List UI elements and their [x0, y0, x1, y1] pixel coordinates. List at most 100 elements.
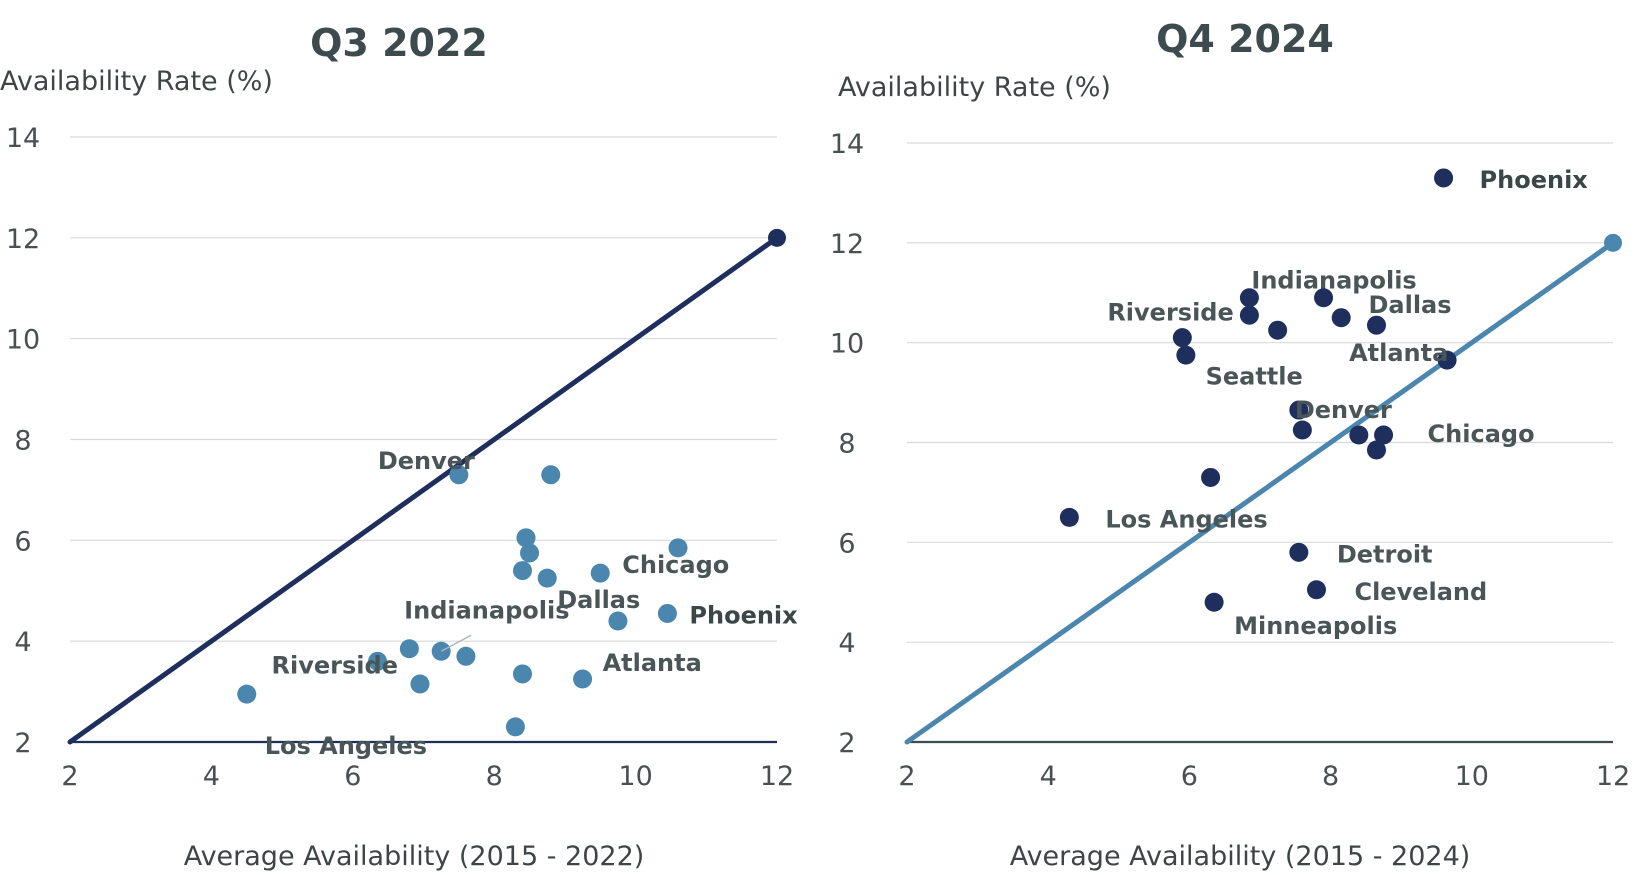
chart-title: Q3 2022	[310, 21, 488, 65]
data-point-atlanta	[573, 669, 593, 689]
point-label-denver: Denver	[378, 447, 475, 475]
y-tick-label: 10	[6, 325, 40, 356]
data-point-riverside	[1172, 328, 1192, 348]
point-label-riverside: Riverside	[272, 651, 398, 679]
point-label-minneapolis: Minneapolis	[1234, 612, 1397, 640]
y-tick-label: 10	[830, 329, 864, 360]
x-tick-labels: 2 4 6 8 10 12	[61, 761, 794, 792]
point-label-detroit: Detroit	[1337, 540, 1433, 568]
point-label-chicago: Chicago	[1428, 420, 1535, 448]
data-point	[512, 561, 532, 581]
x-tick-label: 8	[486, 761, 503, 792]
y-axis-title: Availability Rate (%)	[838, 72, 1111, 103]
chart-q3-2022: Q3 2022 Availability Rate (%) Average Av…	[0, 21, 798, 872]
x-tick-label: 6	[344, 761, 361, 792]
y-tick-label: 12	[830, 229, 864, 260]
data-point	[608, 611, 628, 631]
data-points	[237, 465, 688, 737]
point-label-los-angeles: Los Angeles	[265, 732, 427, 760]
data-point-phoenix	[1434, 168, 1454, 188]
y-tick-label: 4	[838, 628, 855, 659]
data-point	[512, 664, 532, 684]
point-label-chicago: Chicago	[622, 551, 729, 579]
gridlines	[907, 142, 1613, 643]
y-tick-label: 14	[830, 129, 864, 160]
reference-line-layer	[904, 233, 1622, 745]
data-points	[1059, 168, 1457, 612]
data-point-detroit	[1289, 542, 1309, 562]
x-axis-title: Average Availability (2015 - 2024)	[1010, 841, 1471, 872]
y-tick-label: 2	[838, 728, 855, 759]
data-point-los-angeles	[1059, 507, 1079, 527]
y-tick-labels: 2 4 6 8 10 12 14	[6, 123, 40, 759]
data-point	[505, 717, 525, 737]
y-tick-label: 4	[14, 627, 31, 658]
point-label-los-angeles: Los Angeles	[1105, 505, 1267, 533]
x-tick-label: 2	[898, 761, 915, 792]
y-tick-label: 8	[14, 426, 31, 457]
data-point-chicago	[1374, 425, 1394, 445]
point-label-seattle: Seattle	[1206, 362, 1303, 390]
data-point	[668, 538, 688, 558]
data-point	[1349, 425, 1369, 445]
y-tick-label: 12	[6, 224, 40, 255]
chart-title: Q4 2024	[1156, 17, 1334, 61]
y-tick-label: 8	[838, 429, 855, 460]
point-label-dallas: Dallas	[557, 586, 640, 614]
reference-line-end-marker	[1604, 233, 1622, 252]
point-label-denver: Denver	[1295, 396, 1392, 424]
x-tick-label: 12	[1596, 761, 1630, 792]
chart-q4-2024: Q4 2024 Availability Rate (%) Average Av…	[830, 17, 1630, 872]
y-tick-labels: 2 4 6 8 10 12 14	[830, 129, 864, 759]
reference-line	[67, 235, 780, 745]
x-tick-label: 2	[61, 761, 78, 792]
y-tick-label: 14	[6, 123, 40, 154]
point-label-indianapolis: Indianapolis	[404, 596, 569, 624]
point-label-cleveland: Cleveland	[1354, 578, 1487, 606]
data-point	[1366, 440, 1386, 460]
reference-line-end-marker	[768, 228, 786, 247]
point-labels: Denver Dallas Chicago Phoenix IndianapolisRi…	[265, 447, 798, 760]
data-point-los-angeles	[237, 684, 257, 704]
x-tick-label: 12	[760, 761, 794, 792]
y-tick-label: 2	[14, 728, 31, 759]
data-point-seattle	[1201, 467, 1221, 487]
point-label-dallas: Dallas	[1368, 291, 1451, 319]
y-axis-title: Availability Rate (%)	[0, 66, 273, 97]
data-point	[541, 465, 561, 485]
data-point-atlanta	[1437, 350, 1457, 370]
data-point	[1268, 320, 1288, 340]
point-label-atlanta: Atlanta	[603, 649, 702, 677]
data-point-cleveland	[1306, 580, 1326, 600]
x-axis-title: Average Availability (2015 - 2022)	[184, 841, 645, 872]
data-point	[456, 646, 476, 666]
data-point-phoenix	[657, 603, 677, 623]
data-point	[1331, 308, 1351, 328]
data-point	[410, 674, 430, 694]
gridlines	[70, 136, 777, 642]
data-point	[520, 543, 540, 563]
point-label-indianapolis: Indianapolis	[1251, 267, 1416, 295]
data-point	[1314, 288, 1334, 308]
reference-line	[904, 240, 1616, 745]
reference-line-layer	[67, 228, 786, 745]
data-point-denver	[449, 465, 469, 485]
x-tick-label: 8	[1322, 761, 1339, 792]
data-point-minneapolis	[1204, 592, 1224, 612]
data-point	[1239, 305, 1259, 325]
point-label-riverside: Riverside	[1107, 299, 1233, 327]
data-point	[399, 639, 419, 659]
y-tick-label: 6	[14, 526, 31, 557]
data-point	[1292, 420, 1312, 440]
data-point-riverside	[368, 651, 388, 671]
x-tick-label: 10	[618, 761, 652, 792]
x-tick-label: 4	[1040, 761, 1057, 792]
x-tick-label: 6	[1181, 761, 1198, 792]
label-leader-line	[440, 634, 472, 652]
point-label-phoenix: Phoenix	[689, 601, 798, 629]
data-point-denver	[1289, 400, 1309, 420]
y-tick-label: 6	[838, 528, 855, 559]
data-point-chicago	[590, 563, 610, 583]
